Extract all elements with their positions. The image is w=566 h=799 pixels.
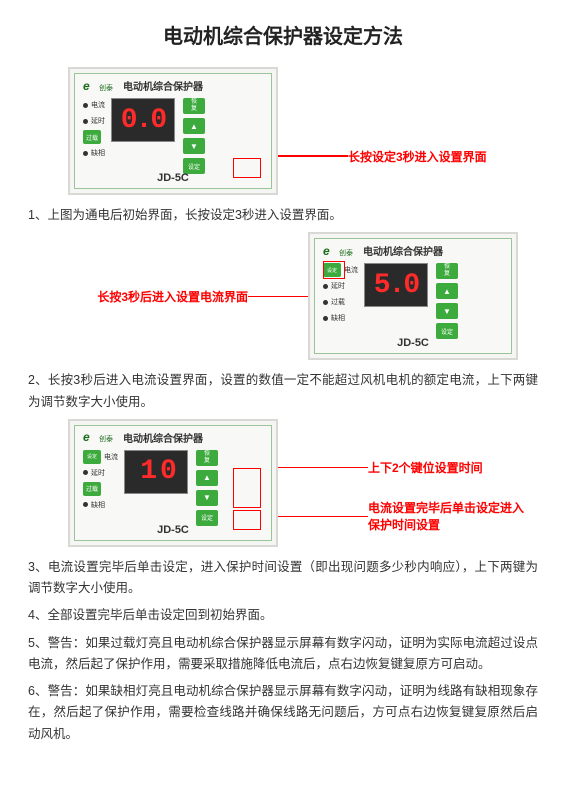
step-3: 3、电流设置完毕后单击设定，进入保护时间设置（即出现问题多少秒内响应），上下两键… (28, 557, 538, 600)
device-title: 电动机综合保护器 (123, 78, 203, 93)
callout-line (278, 467, 368, 469)
step-1: 1、上图为通电后初始界面，长按设定3秒进入设置界面。 (28, 205, 538, 226)
down-button: ▼ (196, 490, 218, 506)
brand-label: 创泰 (99, 83, 113, 93)
led-display-2: 5.0 (364, 263, 428, 307)
figure-2-row: 长按3秒后进入设置电流界面 e 创泰 电动机综合保护器 设定电流 延时 过载 缺… (28, 232, 538, 360)
brand-label: 创泰 (339, 248, 353, 258)
model-label: JD-5C (75, 524, 271, 536)
figure-1-row: e 创泰 电动机综合保护器 电流 延时 过载 缺相 0.0 恢复 ▲ ▼ 设定 (28, 67, 538, 195)
step-6: 6、警告：如果缺相灯亮且电动机综合保护器显示屏幕有数字闪动，证明为线路有缺相现象… (28, 681, 538, 745)
indicator-labels: 设定电流 延时 过载 缺相 (83, 450, 118, 512)
device-panel-3: e 创泰 电动机综合保护器 设定电流 延时 过载 缺相 10 恢复 ▲ ▼ 设定 (68, 419, 278, 547)
callout-line (278, 516, 368, 518)
callout-text-2: 长按3秒后进入设置电流界面 (97, 288, 248, 305)
down-button: ▼ (436, 303, 458, 319)
brand-label: 创泰 (99, 434, 113, 444)
callout-text-1: 长按设定3秒进入设置界面 (348, 148, 487, 165)
model-label: JD-5C (315, 337, 511, 349)
recover-button: 恢复 (183, 98, 205, 114)
model-label: JD-5C (75, 172, 271, 184)
overload-indicator: 过载 (83, 482, 101, 496)
device-title: 电动机综合保护器 (123, 430, 203, 445)
callout-text-3a: 上下2个键位设置时间 (368, 459, 483, 476)
setting-indicator: 设定 (323, 263, 341, 277)
callout-text-3b: 电流设置完毕后单击设定进入保护时间设置 (368, 500, 528, 534)
step-2: 2、长按3秒后进入电流设置界面，设置的数值一定不能超过风机电机的额定电流，上下两… (28, 370, 538, 413)
led-display-1: 0.0 (111, 98, 175, 142)
device-title: 电动机综合保护器 (363, 243, 443, 258)
up-button: ▲ (183, 118, 205, 134)
step-5: 5、警告：如果过载灯亮且电动机综合保护器显示屏幕有数字闪动，证明为实际电流超过设… (28, 633, 538, 676)
logo-icon: e (323, 244, 337, 258)
led-display-3: 10 (124, 450, 188, 494)
overload-indicator: 过载 (83, 130, 101, 144)
indicator-labels: 设定电流 延时 过载 缺相 (323, 263, 358, 325)
device-panel-1: e 创泰 电动机综合保护器 电流 延时 过载 缺相 0.0 恢复 ▲ ▼ 设定 (68, 67, 278, 195)
step-4: 4、全部设置完毕后单击设定回到初始界面。 (28, 605, 538, 626)
setting-indicator: 设定 (83, 450, 101, 464)
down-button: ▼ (183, 138, 205, 154)
callout-line (248, 296, 308, 298)
up-button: ▲ (436, 283, 458, 299)
recover-button: 恢复 (196, 450, 218, 466)
logo-icon: e (83, 79, 97, 93)
logo-icon: e (83, 430, 97, 444)
callout-line (278, 155, 348, 157)
indicator-labels: 电流 延时 过载 缺相 (83, 98, 105, 160)
up-button: ▲ (196, 470, 218, 486)
recover-button: 恢复 (436, 263, 458, 279)
page-title: 电动机综合保护器设定方法 (28, 20, 538, 49)
device-panel-2: e 创泰 电动机综合保护器 设定电流 延时 过载 缺相 5.0 恢复 ▲ ▼ 设… (308, 232, 518, 360)
figure-3-row: e 创泰 电动机综合保护器 设定电流 延时 过载 缺相 10 恢复 ▲ ▼ 设定 (28, 419, 538, 547)
